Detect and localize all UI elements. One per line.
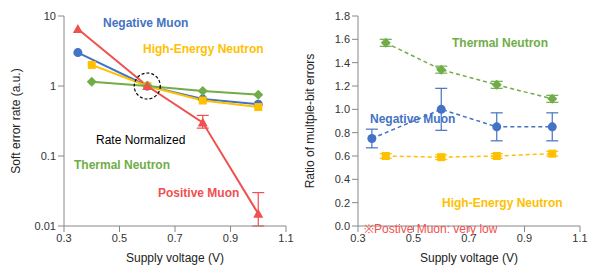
svg-text:1.4: 1.4 [335, 57, 350, 69]
svg-text:1.6: 1.6 [335, 33, 350, 45]
svg-text:0.01: 0.01 [35, 220, 56, 232]
svg-text:0.9: 0.9 [517, 232, 532, 244]
svg-text:0.3: 0.3 [56, 232, 71, 244]
svg-text:0.9: 0.9 [223, 232, 238, 244]
svg-text:0.0: 0.0 [335, 220, 350, 232]
svg-text:1.2: 1.2 [335, 80, 350, 92]
svg-text:0.4: 0.4 [335, 173, 350, 185]
svg-text:Supply voltage (V): Supply voltage (V) [420, 251, 518, 265]
svg-text:0.3: 0.3 [350, 232, 365, 244]
svg-text:Supply voltage (V): Supply voltage (V) [126, 251, 224, 265]
svg-text:0.5: 0.5 [112, 232, 127, 244]
svg-text:1.8: 1.8 [335, 10, 350, 22]
svg-text:1: 1 [50, 80, 56, 92]
svg-text:0.1: 0.1 [41, 150, 56, 162]
svg-text:1.0: 1.0 [335, 103, 350, 115]
svg-text:Soft error rate (a.u.): Soft error rate (a.u.) [9, 68, 23, 173]
svg-text:0.6: 0.6 [335, 150, 350, 162]
svg-text:10: 10 [44, 10, 56, 22]
svg-text:0.2: 0.2 [335, 197, 350, 209]
svg-text:0.7: 0.7 [167, 232, 182, 244]
svg-text:1.1: 1.1 [278, 232, 293, 244]
svg-text:0.8: 0.8 [335, 127, 350, 139]
svg-text:1.1: 1.1 [572, 232, 587, 244]
svg-text:Ratio of multple-bit errors: Ratio of multple-bit errors [303, 54, 317, 189]
